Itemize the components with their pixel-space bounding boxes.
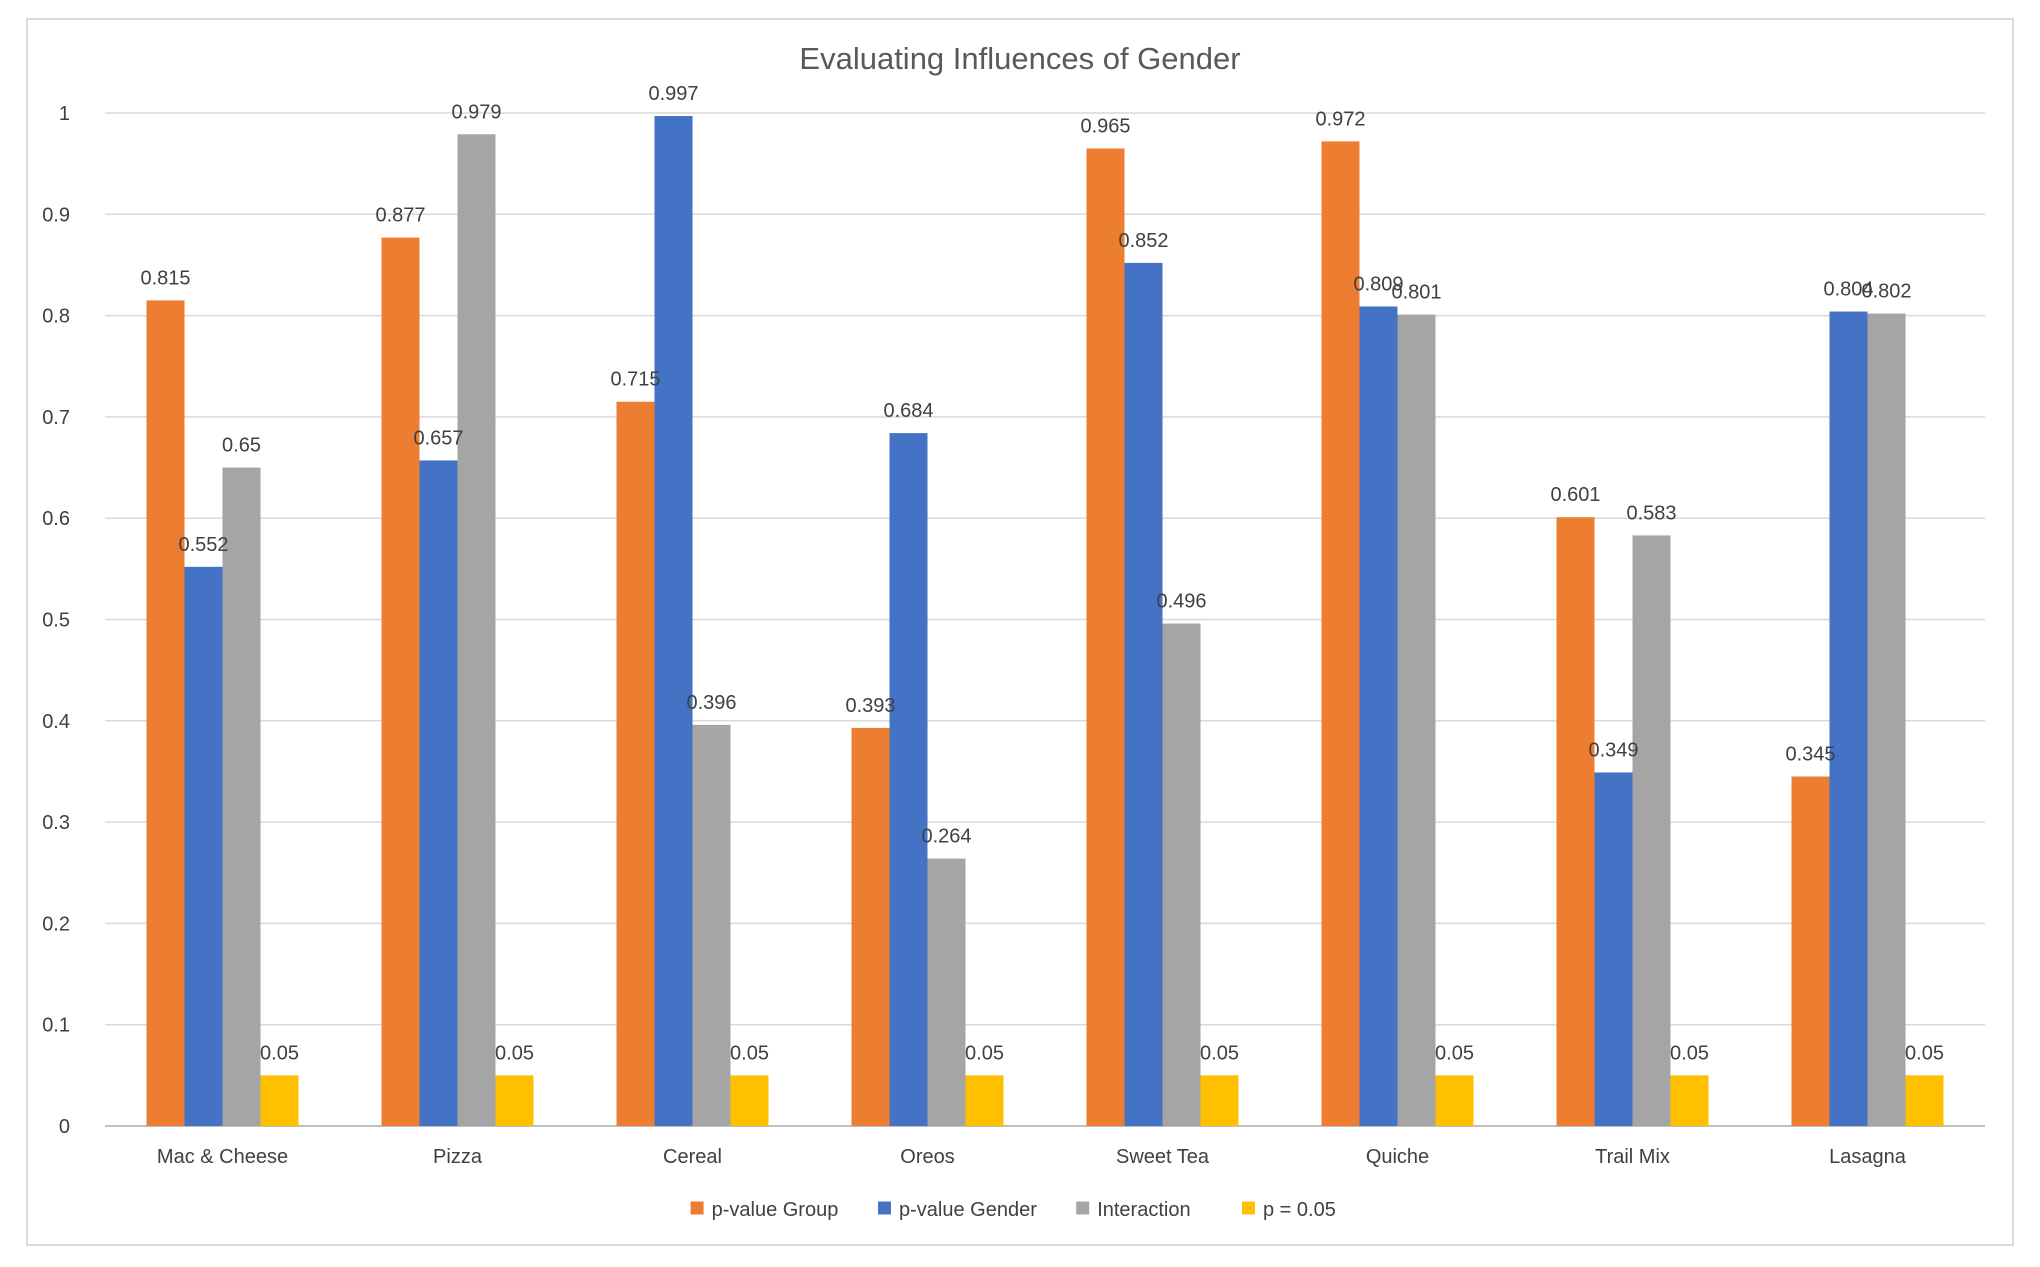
x-tick-label: Trail Mix	[1595, 1146, 1670, 1168]
data-label: 0.345	[1785, 744, 1835, 766]
data-label: 0.05	[260, 1042, 299, 1064]
x-tick-label: Mac & Cheese	[157, 1146, 288, 1168]
x-tick-label: Sweet Tea	[1116, 1146, 1210, 1168]
legend-swatch	[690, 1201, 704, 1215]
data-label: 0.05	[1905, 1042, 1944, 1064]
x-tick-label: Quiche	[1366, 1146, 1429, 1168]
bar	[1321, 141, 1360, 1126]
bar	[1200, 1075, 1239, 1126]
bar	[616, 401, 655, 1127]
data-label: 0.715	[610, 369, 660, 391]
bar	[260, 1075, 299, 1126]
data-label: 0.877	[375, 205, 425, 227]
bar	[1359, 306, 1398, 1126]
bar	[1670, 1075, 1709, 1126]
bar	[381, 237, 420, 1126]
data-label: 0.601	[1550, 484, 1600, 506]
data-label: 0.657	[413, 427, 463, 449]
legend-label: p-value Gender	[899, 1199, 1037, 1221]
bar	[495, 1075, 534, 1126]
legend-label: p = 0.05	[1263, 1199, 1336, 1221]
y-tick-label: 0.9	[42, 204, 70, 226]
data-label: 0.965	[1080, 115, 1130, 137]
legend-label: Interaction	[1097, 1199, 1190, 1221]
bar	[730, 1075, 769, 1126]
x-tick-label: Cereal	[663, 1146, 722, 1168]
data-label: 0.05	[965, 1042, 1004, 1064]
bar	[654, 116, 693, 1126]
data-label: 0.05	[1200, 1042, 1239, 1064]
bar	[1791, 776, 1830, 1126]
data-label: 0.393	[845, 695, 895, 717]
data-label: 0.997	[648, 83, 698, 105]
legend-swatch	[1242, 1201, 1255, 1215]
data-label: 0.349	[1588, 739, 1638, 761]
y-tick-label: 1	[59, 103, 70, 125]
y-tick-label: 0.6	[42, 508, 70, 530]
data-label: 0.496	[1156, 591, 1206, 613]
chart-title: Evaluating Influences of Gender	[799, 41, 1240, 76]
y-tick-label: 0.5	[42, 610, 70, 632]
bar	[146, 300, 185, 1126]
legend-swatch	[878, 1201, 891, 1215]
bar	[457, 134, 496, 1126]
bar	[1632, 535, 1671, 1126]
data-label: 0.815	[140, 267, 190, 289]
y-tick-label: 0.8	[42, 306, 70, 328]
data-label: 0.801	[1391, 282, 1441, 304]
data-label: 0.05	[1435, 1042, 1474, 1064]
bar	[1124, 262, 1163, 1126]
bar	[851, 727, 890, 1126]
bar	[222, 467, 261, 1126]
legend: p-value Group p-value Gender Interaction p …	[690, 1199, 1336, 1221]
bar	[1829, 311, 1868, 1127]
data-label: 0.583	[1626, 502, 1676, 524]
bar	[1086, 148, 1125, 1126]
bar	[692, 724, 731, 1126]
y-tick-label: 0.2	[42, 913, 70, 935]
y-tick-label: 0	[59, 1116, 70, 1138]
y-axis: 0 0.1 0.2 0.3 0.4 0.5 0.6 0.7 0.8 0.9 1	[42, 103, 70, 1138]
y-tick-label: 0.4	[42, 711, 70, 733]
y-tick-label: 0.1	[42, 1015, 70, 1037]
data-label: 0.05	[495, 1042, 534, 1064]
legend-swatch	[1076, 1201, 1090, 1215]
bar	[889, 433, 928, 1126]
y-tick-label: 0.7	[42, 407, 70, 429]
chart-frame	[26, 18, 2014, 1246]
bar	[419, 460, 458, 1127]
data-label: 0.05	[730, 1042, 769, 1064]
data-label: 0.552	[178, 534, 228, 556]
bar	[1435, 1075, 1474, 1126]
bar	[184, 566, 223, 1126]
bar	[1594, 772, 1633, 1126]
data-label: 0.65	[222, 435, 261, 457]
data-label: 0.264	[921, 826, 971, 848]
data-label: 0.972	[1315, 108, 1365, 130]
legend-label: p-value Group	[712, 1199, 839, 1221]
data-label: 0.802	[1861, 281, 1911, 303]
x-tick-label: Oreos	[900, 1146, 954, 1168]
data-label: 0.852	[1118, 230, 1168, 252]
bars	[146, 116, 1944, 1127]
bar	[965, 1075, 1004, 1126]
data-label: 0.684	[883, 400, 933, 422]
bar	[927, 858, 966, 1126]
data-labels: 0.815 0.552 0.65 0.05 0.877 0.657 0.979 0.05 0.7…	[140, 83, 1944, 1064]
data-label: 0.396	[686, 692, 736, 714]
x-axis: Mac & Cheese Pizza Cereal Oreos Sweet Tea Qui…	[157, 1146, 1907, 1168]
y-tick-label: 0.3	[42, 812, 70, 834]
data-label: 0.979	[451, 101, 501, 123]
bar	[1397, 314, 1436, 1126]
bar	[1556, 517, 1595, 1126]
x-tick-label: Pizza	[433, 1146, 483, 1168]
data-label: 0.809	[1353, 273, 1403, 295]
bar	[1905, 1075, 1944, 1126]
bar	[1867, 313, 1906, 1127]
bar	[1162, 623, 1201, 1126]
x-tick-label: Lasagna	[1829, 1146, 1907, 1168]
data-label: 0.804	[1823, 279, 1873, 301]
data-label: 0.05	[1670, 1042, 1709, 1064]
